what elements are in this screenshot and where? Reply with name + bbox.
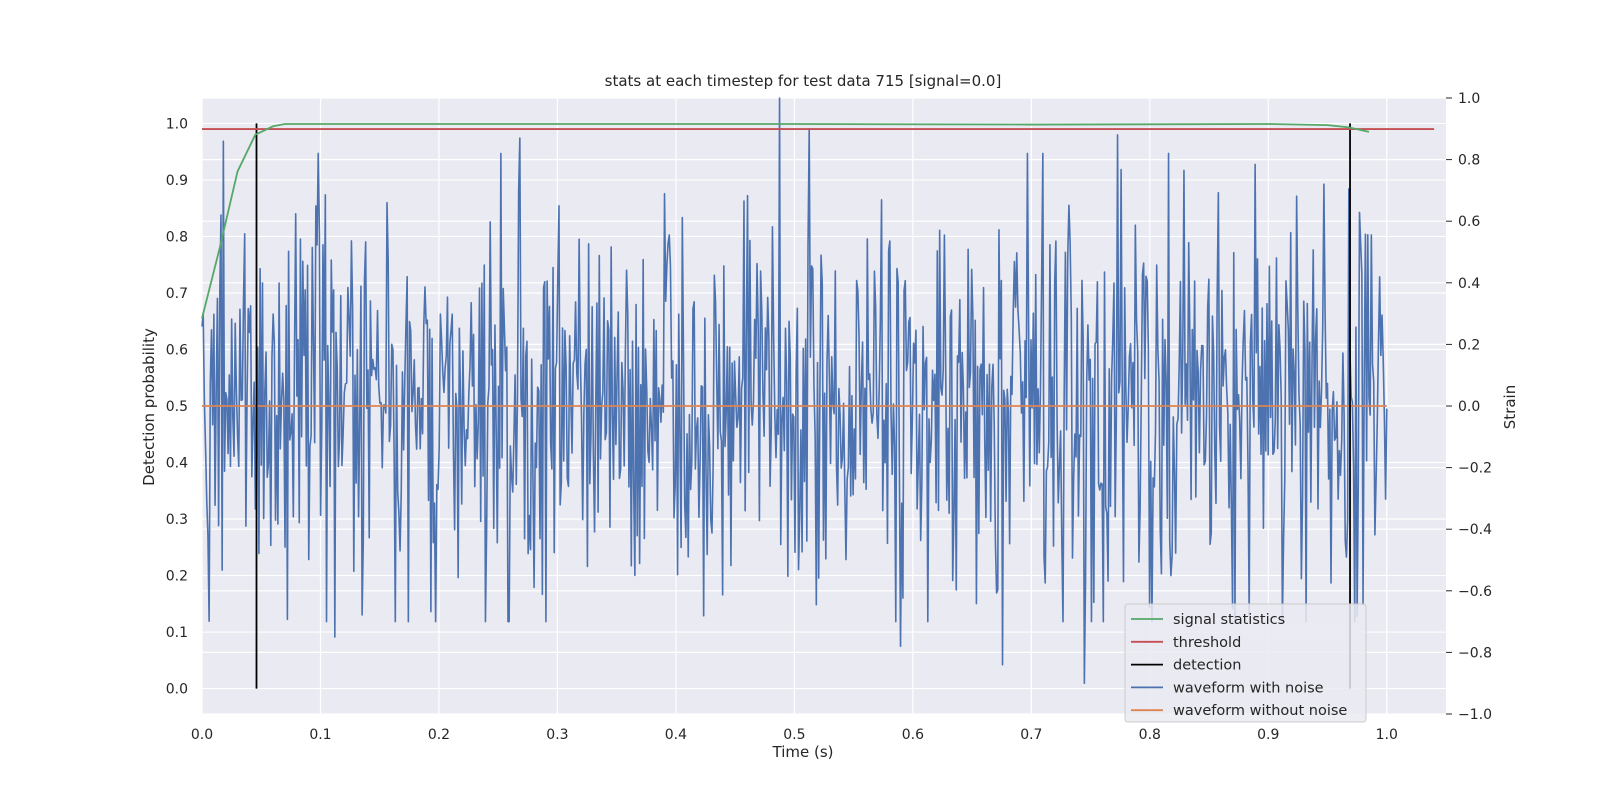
x-tick-label: 0.6 [902,727,924,743]
y2-tick-label: 0.8 [1458,153,1480,169]
y2-tick-label: 1.0 [1458,91,1480,107]
y-tick-label: 0.6 [166,342,188,358]
x-tick-label: 1.0 [1376,727,1398,743]
y2-tick-label: 0.6 [1458,214,1480,230]
chart-title: stats at each timestep for test data 715… [605,72,1002,90]
legend: signal statistics threshold detection wavef… [1124,603,1367,723]
x-tick-label: 0.3 [546,727,568,743]
y2-tick-label: 0.0 [1458,399,1480,415]
y2-tick-label: 0.2 [1458,337,1480,353]
legend-box [1124,603,1367,723]
legend-label: detection [1173,658,1241,674]
y2-tick-label: −1.0 [1458,707,1492,723]
y-tick-label: 0.9 [166,173,188,189]
x-tick-label: 0.7 [1020,727,1042,743]
x-axis: 0.0 0.1 0.2 0.3 0.4 0.5 0.6 0.7 0.8 0.9 1.0 [191,727,1398,743]
y-axis-left: 0.0 0.1 0.2 0.3 0.4 0.5 0.6 0.7 0.8 0.9 1.0 [166,116,188,697]
series-signal-statistics [201,123,1370,319]
series-layer [201,97,1435,689]
y-tick-label: 0.2 [166,569,188,585]
x-tick-label: 0.1 [309,727,331,743]
y2-tick-label: −0.8 [1458,645,1492,661]
y-axis-label: Detection probability [140,328,158,486]
y-tick-label: 0.0 [166,682,188,698]
legend-label: waveform without noise [1173,703,1347,719]
y2-tick-label: −0.2 [1458,461,1492,477]
x-tick-label: 0.9 [1257,727,1279,743]
y2-axis-label: Strain [1501,385,1519,429]
x-tick-label: 0.8 [1139,727,1161,743]
y2-tick-label: −0.4 [1458,522,1492,538]
y-tick-label: 0.3 [166,512,188,528]
x-tick-label: 0.4 [665,727,687,743]
y-tick-label: 0.7 [166,286,188,302]
x-tick-label: 0.2 [428,727,450,743]
y-tick-label: 0.4 [166,456,188,472]
y-axis-right: −1.0 −0.8 −0.6 −0.4 −0.2 0.0 0.2 0.4 0.6 0.8 1.0 [1446,91,1492,723]
y2-tick-label: −0.6 [1458,584,1492,600]
x-axis-label: Time (s) [772,743,834,761]
series-waveform-with-noise [201,97,1388,684]
y-tick-label: 0.5 [166,399,188,415]
legend-label: signal statistics [1173,612,1285,628]
x-tick-label: 0.0 [191,727,213,743]
y2-tick-label: 0.4 [1458,276,1480,292]
legend-label: threshold [1173,635,1241,651]
legend-label: waveform with noise [1173,680,1324,696]
y-tick-label: 0.8 [166,229,188,245]
y-tick-label: 1.0 [166,116,188,132]
x-tick-label: 0.5 [783,727,805,743]
y-tick-label: 0.1 [166,625,188,641]
